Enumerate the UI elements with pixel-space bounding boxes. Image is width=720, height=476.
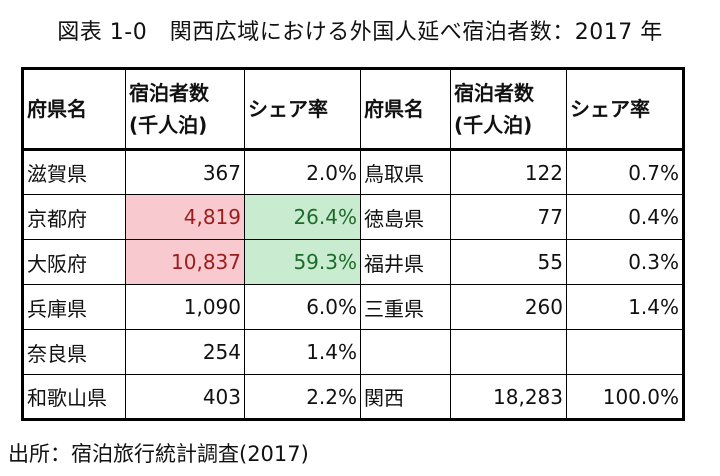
cell-share-2: 100.0% <box>566 374 684 420</box>
cell-pref: 兵庫県 <box>22 284 126 330</box>
cell-share-highlight: 26.4% <box>244 194 361 240</box>
header-share-2: シェア率 <box>566 68 684 150</box>
cell-share-2: 1.4% <box>566 284 684 330</box>
cell-share: 1.4% <box>244 329 361 375</box>
cell-pref: 滋賀県 <box>22 149 126 195</box>
cell-share: 2.0% <box>244 149 361 195</box>
table-row: 奈良県 254 1.4% <box>22 329 684 375</box>
header-stays-line1: 宿泊者数 <box>129 81 209 105</box>
source-note: 出所：宿泊旅行統計調査(2017) <box>8 442 309 466</box>
cell-stays: 1,090 <box>125 284 245 330</box>
header-stays-2-line1: 宿泊者数 <box>454 81 534 105</box>
header-stays: 宿泊者数 (千人泊) <box>125 68 245 150</box>
cell-share-highlight: 59.3% <box>244 239 361 285</box>
cell-pref: 奈良県 <box>22 329 126 375</box>
header-pref: 府県名 <box>22 68 126 150</box>
cell-share: 6.0% <box>244 284 361 330</box>
stays-table: 府県名 宿泊者数 (千人泊) シェア率 府県名 宿泊者数 (千人泊) シェア率 … <box>21 67 685 421</box>
cell-pref: 大阪府 <box>22 239 126 285</box>
cell-stays-2: 18,283 <box>450 374 567 420</box>
table-row: 滋賀県 367 2.0% 鳥取県 122 0.7% <box>22 149 684 195</box>
cell-stays-2: 122 <box>450 149 567 195</box>
cell-pref-2: 三重県 <box>360 284 451 330</box>
table-row: 和歌山県 403 2.2% 関西 18,283 100.0% <box>22 374 684 420</box>
cell-stays-highlight: 10,837 <box>125 239 245 285</box>
cell-pref-2: 関西 <box>360 374 451 420</box>
cell-share-2: 0.3% <box>566 239 684 285</box>
cell-stays-2: 260 <box>450 284 567 330</box>
table-header-row: 府県名 宿泊者数 (千人泊) シェア率 府県名 宿泊者数 (千人泊) シェア率 <box>22 68 684 150</box>
cell-stays: 367 <box>125 149 245 195</box>
cell-stays-2: 55 <box>450 239 567 285</box>
header-stays-line2: (千人泊) <box>129 113 208 137</box>
cell-share-2: 0.4% <box>566 194 684 240</box>
cell-pref-2: 徳島県 <box>360 194 451 240</box>
cell-pref-2: 福井県 <box>360 239 451 285</box>
cell-pref-2 <box>360 329 451 375</box>
header-stays-2: 宿泊者数 (千人泊) <box>450 68 567 150</box>
cell-share-2 <box>566 329 684 375</box>
table-row: 兵庫県 1,090 6.0% 三重県 260 1.4% <box>22 284 684 330</box>
cell-stays: 254 <box>125 329 245 375</box>
cell-stays-2 <box>450 329 567 375</box>
cell-pref-2: 鳥取県 <box>360 149 451 195</box>
cell-stays-highlight: 4,819 <box>125 194 245 240</box>
cell-stays-2: 77 <box>450 194 567 240</box>
header-share: シェア率 <box>244 68 361 150</box>
cell-share-2: 0.7% <box>566 149 684 195</box>
header-stays-2-line2: (千人泊) <box>454 113 533 137</box>
header-pref-2: 府県名 <box>360 68 451 150</box>
cell-stays: 403 <box>125 374 245 420</box>
cell-share: 2.2% <box>244 374 361 420</box>
table-row: 大阪府 10,837 59.3% 福井県 55 0.3% <box>22 239 684 285</box>
cell-pref: 京都府 <box>22 194 126 240</box>
table-row: 京都府 4,819 26.4% 徳島県 77 0.4% <box>22 194 684 240</box>
cell-pref: 和歌山県 <box>22 374 126 420</box>
page-title: 図表 1-0 関西広域における外国人延べ宿泊者数：2017 年 <box>57 20 663 45</box>
